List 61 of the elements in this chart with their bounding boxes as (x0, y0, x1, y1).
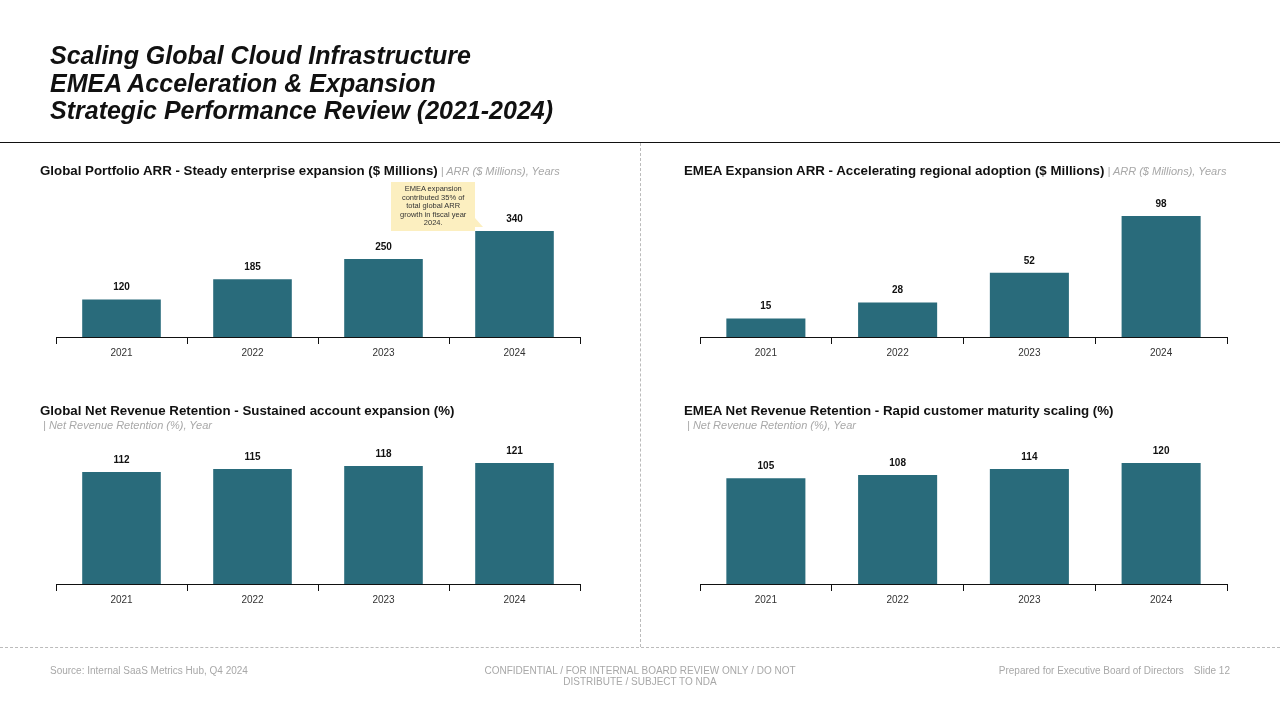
bar (726, 318, 806, 337)
chart-title: EMEA Expansion ARR - Accelerating regional adoption ($ Millions) (684, 163, 1105, 178)
data-label: 250 (375, 240, 393, 252)
x-tick-label: 2024 (503, 593, 527, 605)
chart-subtitle: | Net Revenue Retention (%), Year (687, 418, 856, 432)
data-label: 112 (113, 453, 130, 465)
data-label: 118 (375, 447, 392, 459)
data-label: 28 (892, 284, 904, 296)
bar (82, 472, 161, 584)
bar (475, 463, 554, 584)
data-label: 120 (1152, 444, 1170, 456)
bar (475, 231, 554, 337)
data-label: 185 (244, 261, 262, 273)
data-label: 120 (113, 281, 131, 293)
x-tick-label: 2023 (1018, 593, 1041, 605)
bar (344, 466, 423, 584)
bar (344, 259, 423, 337)
x-tick-label: 2021 (754, 346, 778, 358)
x-tick-label: 2023 (372, 593, 396, 605)
text: CONFIDENTIAL / FOR INTERNAL BOARD REVIEW ONLY / DO NOT DISTRIBUTE / SUBJECT TO NDA (483, 665, 797, 687)
x-tick-label: 2024 (503, 346, 527, 358)
bar (213, 279, 292, 337)
bar (989, 272, 1069, 337)
chart-subtitle: | ARR ($ Millions), Years (1107, 164, 1227, 178)
bar (989, 469, 1069, 584)
source-note: Source: Internal SaaS Metrics Hub, Q4 2024 (50, 665, 248, 676)
x-tick-label: 2022 (886, 346, 910, 358)
data-label: 114 (1021, 450, 1038, 462)
x-tick-label: 2024 (1150, 346, 1173, 358)
bar (82, 299, 161, 337)
x-tick-label: 2022 (241, 346, 265, 358)
data-label: 52 (1023, 254, 1036, 266)
chart-subtitle: | Net Revenue Retention (%), Year (43, 418, 212, 432)
data-label: 98 (1155, 197, 1168, 209)
bar (726, 478, 806, 584)
chart-title: Global Portfolio ARR - Steady enterprise expansion ($ Millions) (40, 163, 438, 178)
bar (1121, 216, 1201, 337)
x-tick-label: 2021 (110, 346, 134, 358)
x-tick-label: 2023 (372, 346, 396, 358)
x-tick-label: 2024 (1150, 593, 1173, 605)
bar (858, 302, 938, 337)
text: Prepared for Executive Board of Directors (998, 665, 1184, 676)
data-label: 115 (244, 450, 261, 462)
bar (858, 475, 938, 584)
bar (1121, 463, 1201, 584)
bar (213, 469, 292, 584)
data-label: 105 (757, 459, 775, 471)
data-label: 121 (506, 444, 524, 456)
x-tick-label: 2023 (1018, 346, 1041, 358)
data-label: 15 (760, 300, 772, 312)
x-tick-label: 2022 (886, 593, 910, 605)
data-label: 340 (506, 212, 524, 224)
data-label: 108 (889, 456, 907, 468)
chart-title: Global Net Revenue Retention - Sustained account expansion (%) (40, 403, 455, 418)
chart-subtitle: | ARR ($ Millions), Years (440, 164, 560, 178)
x-tick-label: 2021 (110, 593, 134, 605)
text: Scaling Global Cloud Infrastructure EMEA Acceleration & Expansion Strategic Performance Review (2021-2024) (50, 41, 554, 125)
x-tick-label: 2021 (754, 593, 778, 605)
chart-title: EMEA Net Revenue Retention - Rapid customer maturity scaling (%) (684, 403, 1114, 418)
x-tick-label: 2022 (241, 593, 265, 605)
text: Slide 12 (1193, 665, 1230, 676)
